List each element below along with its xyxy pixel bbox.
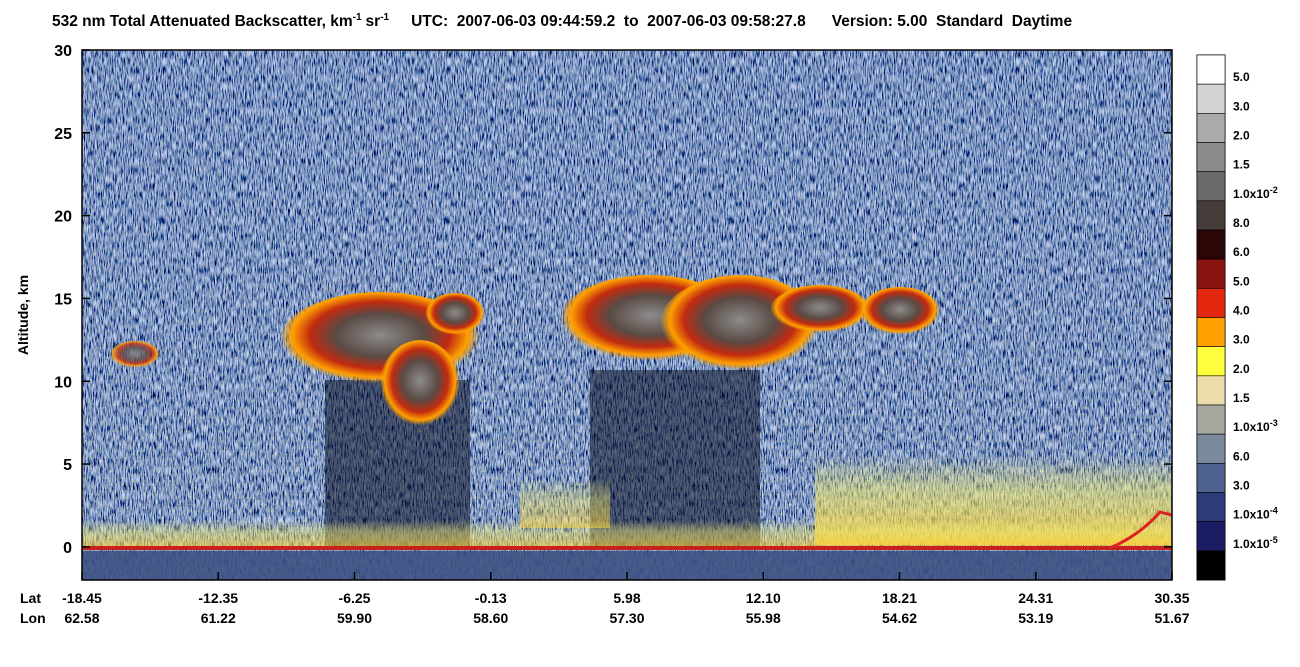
x-row-label: Lat [20, 590, 41, 606]
title-unit: sr [366, 13, 381, 30]
colorbar-label: 1.0x10-2 [1233, 185, 1278, 201]
title-main: 532 nm Total Attenuated Backscatter, km [52, 13, 353, 30]
x-tick-label: 62.58 [64, 610, 99, 626]
colorbar-swatch [1196, 463, 1226, 493]
colorbar-label: 5.0 [1233, 70, 1250, 84]
colorbar-swatch [1196, 54, 1226, 85]
y-tick-label: 20 [54, 209, 72, 226]
colorbar-label: 4.0 [1233, 304, 1250, 318]
x-tick-label: 30.35 [1154, 590, 1189, 606]
colorbar-label-text: 3.0 [1233, 479, 1250, 493]
x-tick-label: 12.10 [746, 590, 781, 606]
colorbar-label-text: 3.0 [1233, 333, 1250, 347]
x-tick-label: 58.60 [473, 610, 508, 626]
colorbar-swatch [1196, 229, 1226, 260]
y-tick-label: 10 [54, 374, 72, 391]
y-tick-label: 25 [54, 126, 72, 143]
x-tick-label: 24.31 [1018, 590, 1053, 606]
colorbar-label-text: 1.0x10 [1233, 420, 1270, 434]
colorbar-label-text: 5.0 [1233, 274, 1250, 288]
colorbar-swatch [1196, 83, 1226, 114]
colorbar-label-text: 6.0 [1233, 449, 1250, 463]
colorbar-label-text: 6.0 [1233, 245, 1250, 259]
x-tick-label: 18.21 [882, 590, 917, 606]
chart-title: 532 nm Total Attenuated Backscatter, km-… [52, 12, 1072, 30]
colorbar-label: 1.5 [1233, 391, 1250, 405]
x-row-label: Lon [20, 610, 46, 626]
colorbar-swatch [1196, 200, 1226, 231]
colorbar-label: 1.5 [1233, 158, 1250, 172]
backscatter-field [82, 50, 1172, 580]
colorbar-swatch [1196, 550, 1226, 581]
x-tick-label: -6.25 [339, 590, 371, 606]
colorbar-swatch [1196, 404, 1226, 435]
y-tick-label: 0 [63, 540, 72, 557]
colorbar-swatch [1196, 113, 1226, 143]
colorbar-swatch [1196, 171, 1226, 202]
colorbar-label: 2.0 [1233, 129, 1250, 143]
y-tick-label: 5 [63, 457, 72, 474]
colorbar-swatch [1196, 433, 1226, 464]
colorbar-label-text: 5.0 [1233, 70, 1250, 84]
x-tick-label: 54.62 [882, 610, 917, 626]
colorbar-label: 5.0 [1233, 274, 1250, 288]
colorbar-label-exp: -5 [1270, 535, 1278, 545]
colorbar-label-text: 1.0x10 [1233, 537, 1270, 551]
x-tick-label: 59.90 [337, 610, 372, 626]
title-exp: -1 [353, 12, 362, 23]
colorbar-swatch [1196, 317, 1226, 347]
colorbar-swatch [1196, 142, 1226, 172]
colorbar-label: 6.0 [1233, 449, 1250, 463]
x-tick-label: -0.13 [475, 590, 507, 606]
colorbar-label: 8.0 [1233, 216, 1250, 230]
colorbar-label-exp: -4 [1270, 506, 1278, 516]
colorbar-label-text: 1.5 [1233, 158, 1250, 172]
colorbar-label-text: 1.0x10 [1233, 187, 1270, 201]
colorbar-swatch [1196, 288, 1226, 318]
colorbar-label-text: 1.5 [1233, 391, 1250, 405]
colorbar-swatch [1196, 492, 1226, 522]
colorbar-swatch [1196, 375, 1226, 406]
colorbar-label: 3.0 [1233, 479, 1250, 493]
x-tick-label: 61.22 [201, 610, 236, 626]
colorbar-swatch [1196, 258, 1226, 289]
colorbar-label: 1.0x10-3 [1233, 418, 1278, 434]
colorbar-label: 6.0 [1233, 245, 1250, 259]
x-tick-label: 55.98 [746, 610, 781, 626]
colorbar-label: 1.0x10-4 [1233, 506, 1278, 522]
x-tick-label: 57.30 [609, 610, 644, 626]
x-tick-label: 53.19 [1018, 610, 1053, 626]
colorbar-label-exp: -2 [1270, 185, 1278, 195]
title-exp: -1 [380, 12, 389, 23]
x-tick-label: 51.67 [1154, 610, 1189, 626]
title-time: UTC: 2007-06-03 09:44:59.2 to 2007-06-03… [411, 13, 806, 30]
x-tick-label: 5.98 [613, 590, 640, 606]
colorbar-label: 3.0 [1233, 333, 1250, 347]
colorbar-label: 2.0 [1233, 362, 1250, 376]
title-version: Version: 5.00 Standard Daytime [832, 13, 1073, 30]
colorbar-label-text: 2.0 [1233, 129, 1250, 143]
y-tick-label: 30 [54, 43, 72, 60]
colorbar-label-text: 8.0 [1233, 216, 1250, 230]
colorbar-label-text: 1.0x10 [1233, 508, 1270, 522]
colorbar-label-text: 2.0 [1233, 362, 1250, 376]
colorbar-label-exp: -3 [1270, 418, 1278, 428]
y-axis-label: Altitude, km [15, 275, 31, 355]
colorbar-label-text: 3.0 [1233, 99, 1250, 113]
x-tick-label: -18.45 [62, 590, 102, 606]
colorbar-label-text: 4.0 [1233, 304, 1250, 318]
x-tick-label: -12.35 [198, 590, 238, 606]
colorbar-label: 1.0x10-5 [1233, 535, 1278, 551]
y-tick-label: 15 [54, 291, 72, 308]
colorbar-swatch [1196, 521, 1226, 552]
colorbar-label: 3.0 [1233, 99, 1250, 113]
colorbar-swatch [1196, 346, 1226, 377]
